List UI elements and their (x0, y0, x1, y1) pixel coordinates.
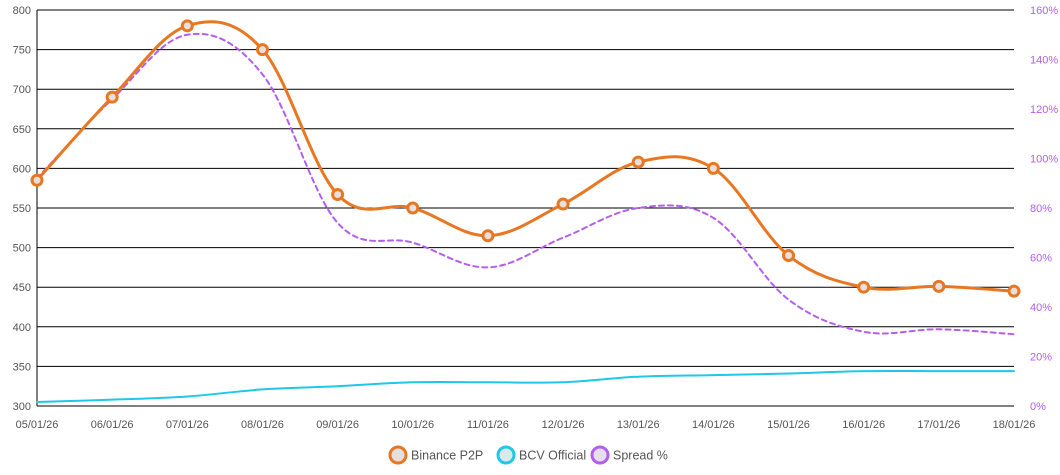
series-line-spread (36, 32, 1015, 336)
data-point-binance-p2p (706, 161, 720, 175)
y-tick-label-left: 550 (13, 203, 31, 215)
legend-label-bcv-official: BCV Official (519, 449, 586, 463)
y-tick-label-left: 400 (13, 322, 31, 334)
legend-label-spread: Spread % (613, 449, 668, 463)
y-tick-label-left: 450 (13, 282, 31, 294)
legend-swatch-spread (590, 445, 610, 465)
y-tick-label-left: 700 (13, 84, 31, 96)
x-tick-label: 05/01/26 (16, 419, 59, 431)
data-point-binance-p2p (782, 249, 796, 263)
data-point-binance-p2p (556, 197, 570, 211)
data-point-binance-p2p (857, 280, 871, 294)
y-tick-label-right: 40% (1030, 302, 1052, 314)
y-tick-label-left: 650 (13, 124, 31, 136)
x-tick-label: 12/01/26 (542, 419, 585, 431)
y-tick-label-left: 350 (13, 361, 31, 373)
series-line-binance-p2p (35, 20, 1016, 293)
x-tick-label: 06/01/26 (91, 419, 134, 431)
y-tick-label-right: 0% (1030, 401, 1046, 413)
series-line-bcv-official (36, 369, 1015, 404)
y-tick-label-left: 500 (13, 243, 31, 255)
data-point-binance-p2p (406, 201, 420, 215)
data-point-binance-p2p (105, 90, 119, 104)
data-point-binance-p2p (180, 19, 194, 33)
data-point-binance-p2p (932, 279, 946, 293)
data-point-binance-p2p (1007, 284, 1021, 298)
legend-swatch-bcv-official (496, 445, 516, 465)
data-point-binance-p2p (481, 229, 495, 243)
series (30, 19, 1021, 404)
x-axis-ticks: 05/01/26 06/01/26 07/01/26 08/01/26 09/01/26… (16, 419, 1036, 431)
y-tick-label-right: 60% (1030, 253, 1052, 265)
y-tick-label-right: 140% (1030, 55, 1058, 67)
left-axis-ticks: 300 350 400 450 500 550 600 650 700 750 800 (13, 5, 31, 413)
x-tick-label: 15/01/26 (767, 419, 810, 431)
y-tick-label-right: 100% (1030, 154, 1058, 166)
y-tick-label-left: 300 (13, 401, 31, 413)
data-point-binance-p2p (255, 43, 269, 57)
x-tick-label: 14/01/26 (692, 419, 735, 431)
data-point-binance-p2p (30, 173, 44, 187)
x-tick-label: 18/01/26 (993, 419, 1036, 431)
x-tick-label: 11/01/26 (467, 419, 509, 431)
data-point-binance-p2p (331, 188, 345, 202)
legend-label-binance-p2p: Binance P2P (411, 449, 483, 463)
gridlines (36, 9, 1014, 407)
y-tick-label-left: 600 (13, 163, 31, 175)
x-tick-label: 08/01/26 (241, 419, 284, 431)
x-tick-label: 10/01/26 (391, 419, 434, 431)
data-point-binance-p2p (631, 155, 645, 169)
y-tick-label-left: 800 (13, 5, 31, 17)
legend-swatch-binance-p2p (388, 445, 408, 465)
y-tick-label-right: 120% (1030, 104, 1058, 116)
x-tick-label: 13/01/26 (617, 419, 660, 431)
x-tick-label: 07/01/26 (166, 419, 209, 431)
x-tick-label: 16/01/26 (842, 419, 885, 431)
legend: Binance P2P BCV Official Spread % (388, 445, 668, 465)
x-tick-label: 17/01/26 (917, 419, 960, 431)
y-tick-label-right: 80% (1030, 203, 1052, 215)
y-tick-label-left: 750 (13, 45, 31, 57)
x-tick-label: 09/01/26 (316, 419, 359, 431)
y-tick-label-right: 20% (1030, 352, 1052, 364)
right-axis-ticks: 0% 20% 40% 60% 80% 100% 120% 140% 160% (1030, 5, 1058, 413)
y-tick-label-right: 160% (1030, 5, 1058, 17)
